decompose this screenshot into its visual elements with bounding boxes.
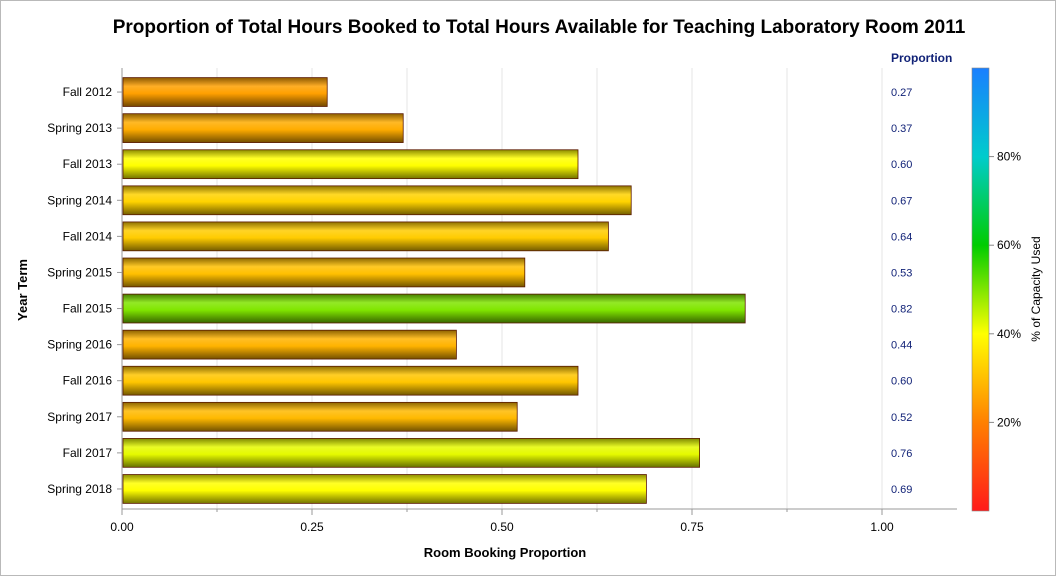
bar <box>122 113 404 143</box>
proportion-values: 0.27 0.37 0.60 0.67 0.64 0.53 0.82 0.44 0.60 0.52… <box>891 87 912 496</box>
category-label: Spring 2014 <box>47 193 112 207</box>
category-label: Fall 2016 <box>63 374 113 388</box>
category-label: Fall 2017 <box>63 446 113 460</box>
x-tick-label: 0.00 <box>110 520 134 534</box>
colorbar-label: % of Capacity Used <box>1029 236 1043 341</box>
bar <box>122 293 746 324</box>
category-label: Fall 2012 <box>63 85 113 99</box>
bar <box>122 401 518 432</box>
y-axis-label: Year Term <box>15 259 30 321</box>
proportion-value: 0.69 <box>891 484 912 496</box>
proportion-column-header: Proportion <box>891 51 952 65</box>
proportion-value: 0.67 <box>891 195 912 207</box>
bars <box>122 77 746 504</box>
category-labels: Fall 2012 Spring 2013 Fall 2013 Spring 2014… <box>47 85 112 496</box>
colorbar-tick-label: 60% <box>997 238 1021 252</box>
bar <box>122 365 579 396</box>
bar <box>122 221 609 252</box>
bar <box>122 257 526 288</box>
category-label: Fall 2015 <box>63 302 113 316</box>
bar <box>122 185 632 216</box>
proportion-value: 0.82 <box>891 304 912 316</box>
x-tick-labels: 0.00 0.25 0.50 0.75 1.00 <box>110 520 894 534</box>
bar <box>122 329 457 360</box>
x-tick-label: 0.75 <box>680 520 704 534</box>
bar <box>122 77 328 107</box>
colorbar-tick-label: 40% <box>997 327 1021 341</box>
proportion-value: 0.76 <box>891 448 912 460</box>
proportion-value: 0.27 <box>891 87 912 99</box>
category-label: Spring 2013 <box>47 121 112 135</box>
category-label: Spring 2017 <box>47 410 112 424</box>
bar <box>122 149 579 180</box>
x-axis-label: Room Booking Proportion <box>424 545 587 560</box>
bar <box>122 474 647 504</box>
x-tick-label: 1.00 <box>870 520 894 534</box>
category-label: Fall 2013 <box>63 157 113 171</box>
colorbar: 20% 40% 60% 80% <box>971 67 1021 512</box>
proportion-value: 0.37 <box>891 123 912 135</box>
proportion-value: 0.44 <box>891 340 912 352</box>
colorbar-tick-label: 80% <box>997 150 1021 164</box>
x-tick-label: 0.25 <box>300 520 324 534</box>
proportion-value: 0.52 <box>891 412 912 424</box>
category-label: Spring 2018 <box>47 482 112 496</box>
chart-title: Proportion of Total Hours Booked to Tota… <box>113 17 966 38</box>
axes <box>117 68 957 515</box>
category-label: Spring 2015 <box>47 265 112 279</box>
bar <box>122 438 700 468</box>
category-label: Fall 2014 <box>63 229 113 243</box>
colorbar-tick-label: 20% <box>997 415 1021 429</box>
x-tick-label: 0.50 <box>490 520 514 534</box>
category-label: Spring 2016 <box>47 338 112 352</box>
proportion-value: 0.53 <box>891 267 912 279</box>
proportion-value: 0.60 <box>891 376 912 388</box>
colorbar-gradient <box>971 67 990 512</box>
proportion-value: 0.60 <box>891 159 912 171</box>
proportion-value: 0.64 <box>891 231 912 243</box>
